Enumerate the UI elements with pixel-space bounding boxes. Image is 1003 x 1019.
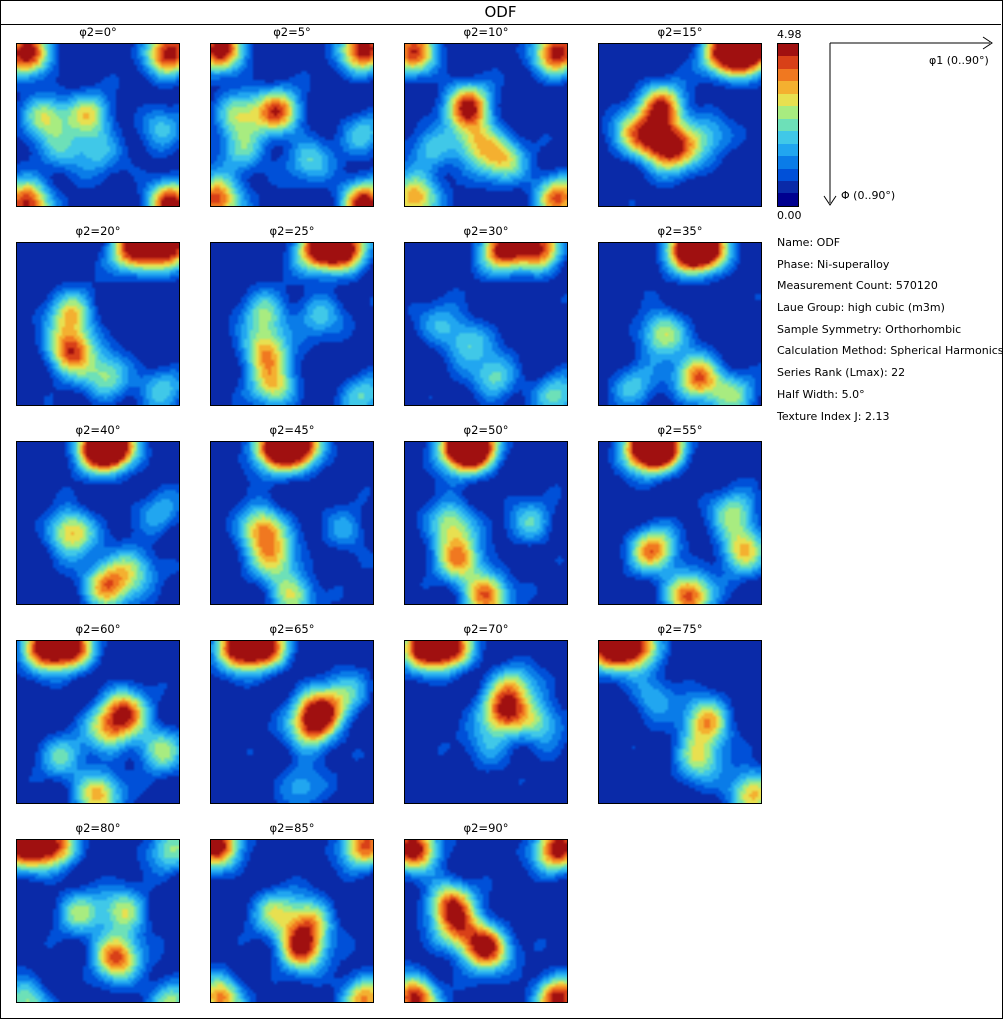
odf-section-heatmap (17, 44, 179, 206)
colorbar-band (778, 193, 798, 206)
odf-section-plot (598, 242, 762, 406)
odf-section-plot (404, 43, 568, 207)
odf-section-plot (16, 43, 180, 207)
colorbar-max-label: 4.98 (777, 28, 802, 41)
section-title: φ2=70° (463, 622, 509, 636)
odf-section-heatmap (405, 641, 567, 803)
odf-section-plot (404, 839, 568, 1003)
odf-section-plot (210, 640, 374, 804)
odf-section-heatmap (17, 442, 179, 604)
info-texture-index: Texture Index J: 2.13 (777, 409, 890, 423)
info-laue-group: Laue Group: high cubic (m3m) (777, 301, 945, 315)
odf-section-heatmap (211, 243, 373, 405)
odf-section-plot (598, 640, 762, 804)
info-series-rank: Series Rank (Lmax): 22 (777, 366, 906, 380)
odf-section-heatmap (17, 243, 179, 405)
odf-section-plot (210, 441, 374, 605)
odf-section-heatmap (599, 442, 761, 604)
info-name: Name: ODF (777, 236, 841, 249)
colorbar-band (778, 143, 798, 157)
info-sample-symmetry: Sample Symmetry: Orthorhombic (777, 322, 962, 336)
odf-section-plot (210, 242, 374, 406)
odf-section-heatmap (405, 44, 567, 206)
odf-section-heatmap (405, 840, 567, 1002)
section-title: φ2=15° (657, 25, 703, 39)
section-title: φ2=25° (269, 224, 315, 238)
info-phase: Phase: Ni-superalloy (777, 257, 890, 271)
x-axis-label: φ1 (0..90°) (929, 54, 989, 67)
section-title: φ2=5° (273, 25, 311, 39)
odf-section-heatmap (599, 243, 761, 405)
colorbar-band (778, 156, 798, 169)
section-title: φ2=65° (269, 622, 315, 636)
odf-section-heatmap (211, 44, 373, 206)
colorbar-band (778, 180, 798, 194)
info-calculation-method: Calculation Method: Spherical Harmonics (777, 344, 1003, 358)
colorbar-band (778, 68, 798, 82)
info-measurement-count: Measurement Count: 570120 (777, 279, 938, 293)
odf-section-plot (16, 242, 180, 406)
odf-section-heatmap (211, 442, 373, 604)
colorbar-band (778, 93, 798, 107)
section-title: φ2=75° (657, 622, 703, 636)
section-title: φ2=60° (75, 622, 121, 636)
colorbar-min-label: 0.00 (777, 209, 802, 222)
odf-section-plot (16, 640, 180, 804)
colorbar-band (778, 81, 798, 94)
section-title: φ2=45° (269, 423, 315, 437)
odf-section-heatmap (599, 44, 761, 206)
window-title: ODF (0, 0, 1001, 25)
colorbar-band (778, 56, 798, 69)
colorbar-band (778, 44, 798, 57)
odf-section-heatmap (17, 840, 179, 1002)
section-title: φ2=10° (463, 25, 509, 39)
section-title: φ2=35° (657, 224, 703, 238)
section-title: φ2=0° (79, 25, 117, 39)
odf-section-plot (404, 242, 568, 406)
y-axis-arrowhead (823, 195, 837, 206)
odf-section-heatmap (211, 840, 373, 1002)
odf-section-heatmap (599, 641, 761, 803)
odf-section-plot (16, 839, 180, 1003)
x-axis-arrowhead (982, 36, 993, 50)
odf-section-plot (598, 441, 762, 605)
odf-section-plot (210, 839, 374, 1003)
odf-section-heatmap (405, 243, 567, 405)
odf-section-plot (598, 43, 762, 207)
colorbar-band (778, 118, 798, 132)
colorbar (777, 43, 799, 207)
odf-section-heatmap (17, 641, 179, 803)
odf-section-heatmap (405, 442, 567, 604)
info-half-width: Half Width: 5.0° (777, 387, 865, 401)
axes-diagram (823, 36, 993, 206)
section-title: φ2=50° (463, 423, 509, 437)
y-axis-label: Φ (0..90°) (841, 189, 896, 202)
section-title: φ2=30° (463, 224, 509, 238)
odf-section-plot (210, 43, 374, 207)
section-title: φ2=90° (463, 821, 509, 835)
odf-section-plot (404, 640, 568, 804)
colorbar-band (778, 168, 798, 181)
section-title: φ2=20° (75, 224, 121, 238)
colorbar-band (778, 131, 798, 144)
odf-section-heatmap (211, 641, 373, 803)
section-title: φ2=40° (75, 423, 121, 437)
section-title: φ2=80° (75, 821, 121, 835)
section-title: φ2=55° (657, 423, 703, 437)
odf-section-plot (16, 441, 180, 605)
colorbar-band (778, 106, 798, 119)
section-title: φ2=85° (269, 821, 315, 835)
odf-section-plot (404, 441, 568, 605)
info-panel: Name: ODF Phase: Ni-superalloy Measureme… (777, 236, 1003, 431)
